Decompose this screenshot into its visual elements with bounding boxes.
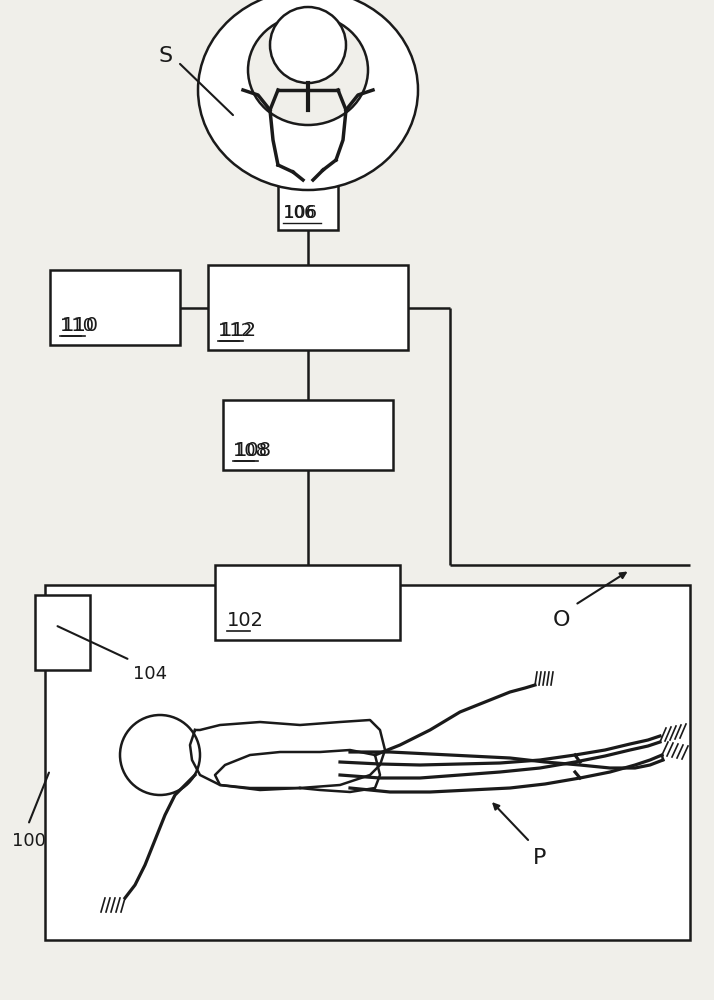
- Text: 104: 104: [133, 665, 167, 683]
- Text: 110: 110: [60, 317, 94, 335]
- Ellipse shape: [248, 15, 368, 125]
- Text: 108: 108: [235, 441, 272, 460]
- Text: 112: 112: [218, 322, 252, 340]
- Circle shape: [120, 715, 200, 795]
- Ellipse shape: [198, 0, 418, 190]
- Bar: [45, 585, 690, 940]
- Bar: [223, 400, 393, 470]
- Text: 110: 110: [62, 316, 99, 335]
- Text: 112: 112: [220, 321, 257, 340]
- Bar: [215, 565, 400, 640]
- Text: 106: 106: [283, 204, 315, 222]
- Text: S: S: [158, 46, 172, 66]
- Bar: [35, 595, 90, 670]
- Text: 108: 108: [233, 442, 267, 460]
- Text: 102: 102: [227, 611, 264, 630]
- Text: P: P: [533, 848, 546, 868]
- Circle shape: [270, 7, 346, 83]
- Bar: [208, 265, 408, 350]
- Text: 106: 106: [283, 204, 317, 222]
- Bar: [50, 270, 180, 345]
- Text: O: O: [553, 610, 570, 630]
- Text: 100: 100: [12, 832, 46, 850]
- Bar: [278, 140, 338, 230]
